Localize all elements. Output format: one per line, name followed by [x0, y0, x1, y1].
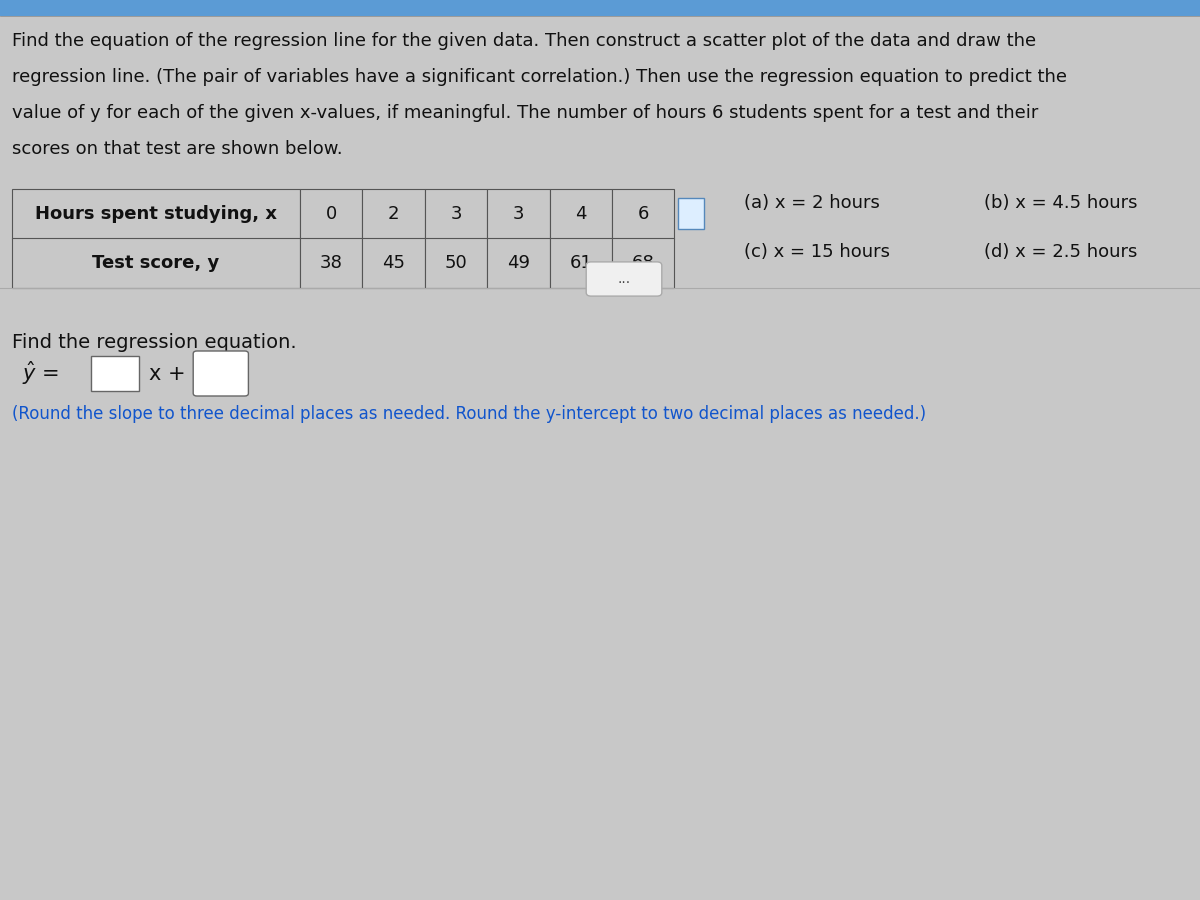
Text: x +: x + — [149, 364, 186, 383]
Text: (a) x = 2 hours: (a) x = 2 hours — [744, 194, 880, 212]
Text: 4: 4 — [575, 204, 587, 222]
Text: 3: 3 — [512, 204, 524, 222]
Text: (Round the slope to three decimal places as needed. Round the y-intercept to two: (Round the slope to three decimal places… — [12, 405, 926, 423]
Text: $\hat{y}$ =: $\hat{y}$ = — [22, 360, 59, 387]
Text: 49: 49 — [506, 254, 530, 272]
Text: regression line. (The pair of variables have a significant correlation.) Then us: regression line. (The pair of variables … — [12, 68, 1067, 86]
Text: Find the regression equation.: Find the regression equation. — [12, 333, 296, 352]
Text: 38: 38 — [319, 254, 343, 272]
Text: (d) x = 2.5 hours: (d) x = 2.5 hours — [984, 243, 1138, 261]
Text: ...: ... — [618, 272, 630, 286]
Text: (b) x = 4.5 hours: (b) x = 4.5 hours — [984, 194, 1138, 212]
Text: 68: 68 — [632, 254, 654, 272]
Text: 45: 45 — [382, 254, 406, 272]
Text: 61: 61 — [570, 254, 592, 272]
Text: 50: 50 — [445, 254, 467, 272]
Text: value of y for each of the given x-values, if meaningful. The number of hours 6 : value of y for each of the given x-value… — [12, 104, 1038, 122]
Text: 6: 6 — [637, 204, 649, 222]
Text: Test score, y: Test score, y — [92, 254, 220, 272]
Text: scores on that test are shown below.: scores on that test are shown below. — [12, 140, 343, 158]
Text: (c) x = 15 hours: (c) x = 15 hours — [744, 243, 890, 261]
Text: Hours spent studying, x: Hours spent studying, x — [35, 204, 277, 222]
Text: 2: 2 — [388, 204, 400, 222]
Text: 0: 0 — [325, 204, 337, 222]
Text: Find the equation of the regression line for the given data. Then construct a sc: Find the equation of the regression line… — [12, 32, 1036, 50]
Text: 3: 3 — [450, 204, 462, 222]
